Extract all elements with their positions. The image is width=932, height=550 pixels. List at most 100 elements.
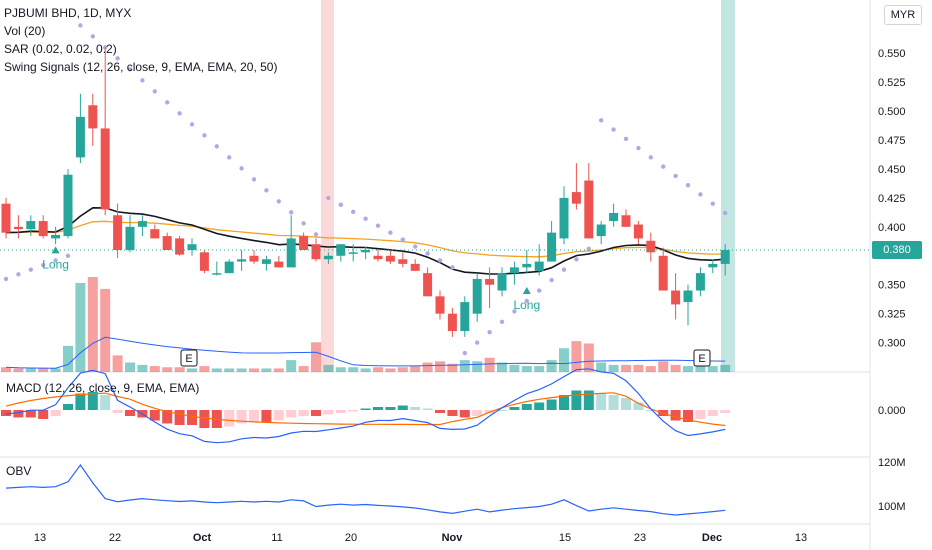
volume-bar [199,366,210,372]
candle-body [522,263,532,268]
date-axis-label: 15 [559,532,571,544]
volume-bar [472,361,483,372]
earnings-marker-label: E [698,353,705,365]
candle-body [63,174,73,237]
indicator-sar-label[interactable]: SAR (0.02, 0.02, 0.2) [4,42,117,56]
candle-body [237,259,247,262]
volume-bar [447,363,458,372]
sar-dot [351,209,356,214]
volume-bar [75,282,86,372]
candle-body [100,128,110,210]
macd-histogram-bar [472,410,483,416]
macd-histogram-bar [422,408,433,410]
volume-bar [583,343,594,372]
last-price-tag: 0.380 [872,241,922,259]
macd-histogram-bar [249,410,259,422]
macd-histogram-bar [112,410,123,413]
indicator-volume-label[interactable]: Vol (20) [4,24,46,38]
sar-dot [611,127,616,132]
candle-body [212,273,222,275]
macd-histogram-bar [546,399,557,410]
volume-bar [633,364,644,372]
volume-bar [559,348,569,372]
candle-body [435,296,445,314]
macd-histogram-bar [187,410,197,425]
candle-body [13,226,23,230]
sar-dot [264,188,269,193]
sar-dot [400,237,405,242]
macd-histogram-bar [571,390,582,410]
earnings-marker[interactable] [180,349,198,367]
obv-pane-label[interactable]: OBV [6,464,32,478]
sar-dot [723,210,728,216]
sar-dot [388,230,393,235]
macd-histogram-bar [435,410,445,413]
sar-dot [673,173,678,179]
date-axis-label: Oct [193,532,212,544]
macd-histogram-bar [521,404,532,410]
sar-dot [41,262,46,268]
macd-histogram-bar [608,395,619,410]
sar-dot [227,155,232,160]
date-axis-label: 22 [109,532,121,544]
macd-histogram-bar [695,410,706,419]
sar-dot [16,272,21,277]
macd-histogram-bar [50,410,61,416]
sar-dot [28,267,33,272]
candle-body [720,250,730,264]
long-signal-arrow [522,286,531,294]
candle-body [658,255,668,291]
volume-bar [224,368,235,372]
candle-body [534,261,544,271]
macd-histogram-bar [199,410,210,428]
price-axis-label: 0.425 [878,193,906,205]
macd-histogram-bar [1,410,11,416]
price-axis-label: 0.325 [878,309,906,321]
volume-bar [137,364,148,372]
candle-body [150,229,160,239]
candle-body [38,221,48,237]
sar-dot [202,133,207,138]
date-axis-label: Nov [442,532,464,544]
volume-bar [50,368,61,372]
earnings-marker[interactable] [693,349,711,367]
sar-dot [289,210,294,215]
indicator-swing-label[interactable]: Swing Signals (12, 26, close, 9, EMA, EM… [4,60,278,74]
sar-dot [189,122,195,127]
candle-body [708,263,718,268]
volume-bar [112,355,123,372]
date-axis-label: 23 [634,532,646,544]
long-signal-label: Long [513,298,540,312]
candle-body [596,224,606,237]
sar-dot [375,223,381,228]
macd-histogram-bar [25,410,36,418]
candle-body [113,215,123,250]
macd-histogram-bar [720,410,731,413]
candle-body [497,273,507,291]
candle-body [423,273,433,297]
macd-histogram-bar [373,407,383,410]
currency-button[interactable]: MYR [884,5,922,25]
sar-dot [623,136,629,142]
volume-bar [683,366,693,372]
sar-dot [462,350,467,356]
candle-body [137,221,147,227]
sar-dot [90,34,96,39]
macd-pane-label[interactable]: MACD (12, 26, close, 9, EMA, EMA) [6,381,200,395]
sar-dot [499,319,505,324]
macd-histogram-bar [596,393,607,410]
candle-body [609,212,619,222]
candle-body [683,290,693,303]
macd-histogram-bar [385,407,396,410]
candle-body [373,255,383,260]
volume-bar [608,364,619,372]
macd-histogram-bar [286,410,297,418]
candle-body [286,238,296,268]
candle-body [460,302,470,332]
macd-histogram-bar [38,410,49,419]
date-axis-label: 20 [345,532,357,544]
volume-bar [658,361,669,372]
sell-signal-band [321,0,334,372]
volume-bar [509,364,520,372]
